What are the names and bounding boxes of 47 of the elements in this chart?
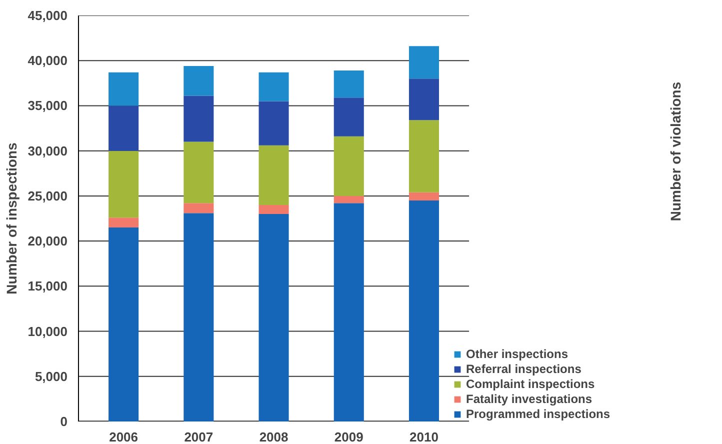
bar [334,70,364,98]
y-tick-label: 10,000 [28,324,68,339]
x-tick-label: 2010 [410,430,438,444]
bar [184,96,214,142]
y-tick-label: 5,000 [34,368,68,384]
bar [184,213,214,422]
bar [334,203,364,422]
x-tick-label: 2008 [259,430,288,444]
y-tick-label: 25,000 [28,188,68,204]
bar [408,120,440,192]
y-tick-label: 0 [60,414,68,429]
bar [108,218,139,228]
bar [108,228,139,422]
y-tick-label: 45,000 [28,8,68,23]
bar [408,46,440,79]
legend-label: Fatality investigations [466,392,592,406]
bar [408,192,440,200]
bar [258,214,289,422]
y-tick-label: 20,000 [28,234,68,249]
y-tick-label: 35,000 [28,98,68,114]
bar [334,136,364,196]
y-axis-title: Number of inspections [4,142,20,294]
bar [334,196,364,204]
text: Number of violations [668,82,684,222]
bar [258,72,289,102]
bar [258,145,289,205]
bar [408,200,440,422]
x-tick-label: 2006 [109,430,138,444]
x-tick-label: 2007 [184,430,214,444]
legend-label: Referral inspections [466,362,582,376]
bar [108,72,139,106]
legend-label: Complaint inspections [466,377,595,391]
bar [334,98,364,136]
bar [258,204,289,214]
y-tick-label: 15,000 [28,278,68,294]
legend-label: Programmed inspections [466,407,610,421]
bar [258,101,289,146]
y-tick-label: 40,000 [28,53,68,68]
bar [108,106,139,151]
bar [108,150,139,218]
bar [184,66,214,96]
x-tick-label: 2009 [334,430,364,444]
bar [184,142,214,204]
bar [408,78,440,120]
y-tick-label: 30,000 [28,143,68,158]
legend-label: Other inspections [466,347,568,361]
bar [184,203,214,214]
